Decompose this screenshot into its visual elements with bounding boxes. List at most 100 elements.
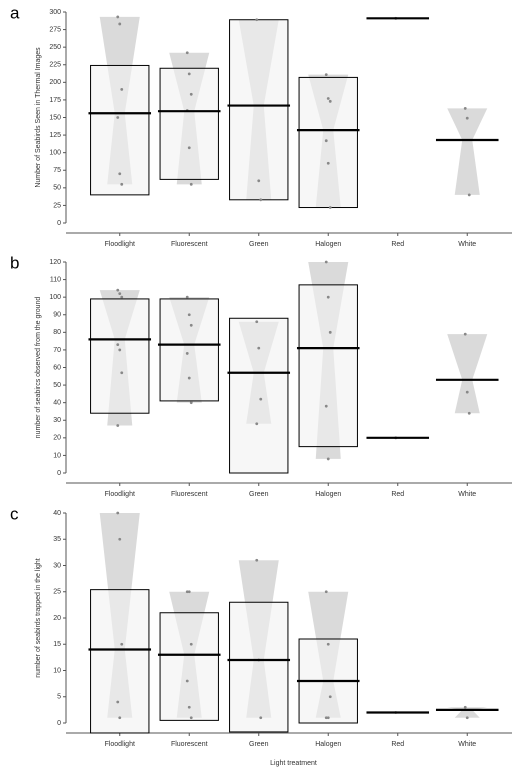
data-point — [120, 642, 124, 646]
data-point — [189, 716, 193, 720]
data-point — [324, 139, 328, 143]
data-point — [326, 97, 330, 100]
x-tick-label: Floodlight — [105, 491, 135, 498]
y-tick-label: 40 — [53, 400, 61, 407]
y-tick-label: 0 — [57, 720, 61, 727]
data-point — [118, 22, 122, 26]
interval-box — [159, 67, 219, 180]
data-point — [324, 404, 328, 408]
y-tick-label: 30 — [53, 562, 61, 569]
x-tick-label: Red — [391, 491, 404, 498]
data-point — [116, 424, 120, 427]
y-tick-label: 175 — [49, 97, 61, 104]
data-point — [187, 313, 191, 317]
y-tick-label: 50 — [53, 185, 61, 192]
interval-box — [159, 612, 219, 721]
data-point — [257, 179, 261, 183]
data-point — [328, 99, 332, 103]
y-tick-label: 20 — [53, 615, 61, 622]
y-tick-label: 275 — [49, 26, 61, 33]
data-point — [324, 590, 328, 594]
y-tick-label: 100 — [49, 294, 61, 301]
x-tick-label: Fluorescent — [171, 241, 208, 248]
data-point — [255, 320, 259, 324]
y-tick-label: 10 — [53, 667, 61, 674]
x-tick-label: Green — [249, 491, 269, 498]
data-point — [467, 411, 471, 415]
data-point — [185, 590, 189, 594]
interval-box — [298, 76, 358, 209]
data-point — [255, 18, 259, 22]
data-point — [324, 260, 328, 264]
y-tick-label: 225 — [49, 62, 61, 69]
data-point — [259, 198, 263, 202]
x-tick-label: White — [458, 241, 476, 248]
data-point — [120, 295, 124, 299]
data-point — [189, 92, 193, 96]
data-point — [255, 558, 259, 562]
data-point — [185, 352, 189, 355]
panel-label: b — [10, 253, 19, 272]
y-tick-label: 100 — [49, 150, 61, 157]
y-tick-label: 200 — [49, 79, 61, 86]
data-point — [185, 679, 189, 683]
x-tick-label: White — [458, 491, 476, 498]
y-tick-label: 0 — [57, 220, 61, 227]
data-point — [187, 590, 191, 594]
data-point — [257, 346, 261, 350]
data-point — [467, 193, 471, 197]
y-tick-label: 10 — [53, 452, 61, 459]
data-point — [328, 206, 332, 209]
x-tick-label: Fluorescent — [171, 741, 208, 748]
y-tick-label: 90 — [53, 312, 61, 319]
data-point — [326, 642, 330, 646]
interval-box — [298, 284, 358, 448]
data-point — [326, 295, 330, 299]
y-tick-label: 30 — [53, 417, 61, 424]
y-tick-label: 15 — [53, 641, 61, 648]
x-tick-label: Floodlight — [105, 241, 135, 248]
y-axis-label: number of seabircs observed from the gro… — [35, 297, 42, 439]
data-point — [259, 716, 263, 720]
data-point — [116, 343, 120, 347]
data-point — [465, 116, 469, 120]
x-tick-label: Red — [391, 741, 404, 748]
data-point — [116, 700, 120, 704]
panel-label: a — [10, 3, 20, 22]
data-point — [118, 716, 122, 720]
y-tick-label: 0 — [57, 470, 61, 477]
y-tick-label: 125 — [49, 132, 61, 139]
data-point — [259, 397, 263, 401]
y-tick-label: 70 — [53, 347, 61, 354]
interval-box — [90, 64, 150, 196]
data-point — [118, 537, 122, 541]
violin — [447, 334, 488, 414]
x-axis-label: Light treatment — [270, 760, 317, 767]
data-point — [118, 172, 122, 176]
data-point — [120, 371, 124, 375]
y-tick-label: 250 — [49, 44, 61, 51]
y-tick-label: 120 — [49, 259, 61, 266]
violin — [447, 707, 488, 718]
interval-box — [229, 601, 289, 733]
x-tick-label: Floodlight — [105, 741, 135, 748]
y-tick-label: 150 — [49, 114, 61, 121]
x-tick-label: Red — [391, 241, 404, 248]
data-point — [465, 716, 469, 720]
data-point — [116, 511, 120, 515]
data-point — [187, 376, 191, 380]
y-tick-label: 20 — [53, 435, 61, 442]
interval-box — [90, 298, 150, 414]
data-point — [324, 716, 328, 720]
y-axis-label: Number of Seabirds Seen in Thermal Image… — [35, 47, 42, 188]
data-point — [463, 332, 467, 336]
data-point — [187, 146, 191, 150]
x-tick-label: Green — [249, 241, 269, 248]
data-point — [189, 401, 193, 405]
data-point — [189, 182, 193, 186]
data-point — [465, 390, 469, 394]
y-tick-label: 5 — [57, 694, 61, 701]
x-tick-label: Halogen — [315, 741, 341, 748]
y-axis-label: number of seabirds trapped in the light — [35, 558, 42, 678]
